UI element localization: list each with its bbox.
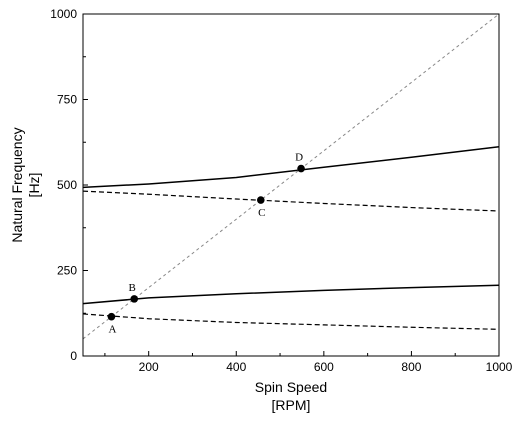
point-b: [130, 295, 139, 303]
y-tick-label: 1000: [50, 7, 77, 21]
series-line-3: [82, 284, 500, 305]
series-line-4: [82, 313, 500, 330]
point-label-c: C: [258, 207, 265, 219]
y-axis-unit: [Hz]: [26, 173, 42, 198]
point-label-b: B: [129, 282, 136, 294]
x-tick-label: 800: [401, 360, 421, 374]
point-a: [107, 312, 116, 321]
x-axis-title: Spin Speed: [255, 379, 327, 395]
x-tick-label: 200: [139, 360, 159, 374]
point-label-d: D: [295, 152, 303, 164]
points-layer: A B C D: [107, 152, 305, 336]
point-label-a: A: [108, 324, 116, 336]
series-layer: [82, 13, 500, 340]
y-tick-label: 750: [57, 93, 77, 107]
point-c: [256, 196, 265, 204]
series-line-5: [82, 13, 500, 340]
y-tick-label: 500: [57, 178, 77, 192]
x-axis-unit: [RPM]: [272, 397, 311, 413]
ticks-layer: 200 400 600 800 1000 0 250 500 750 1000: [50, 7, 512, 374]
x-tick-label: 400: [226, 360, 246, 374]
plot-frame: [82, 13, 500, 357]
y-tick-label: 250: [57, 264, 77, 278]
point-d: [297, 164, 305, 173]
series-line-2: [82, 190, 500, 212]
y-tick-label: 0: [70, 349, 77, 363]
x-tick-label: 1000: [486, 360, 513, 374]
series-line-1: [82, 145, 500, 189]
x-tick-label: 600: [314, 360, 334, 374]
y-axis-title: Natural Frequency: [9, 127, 25, 242]
